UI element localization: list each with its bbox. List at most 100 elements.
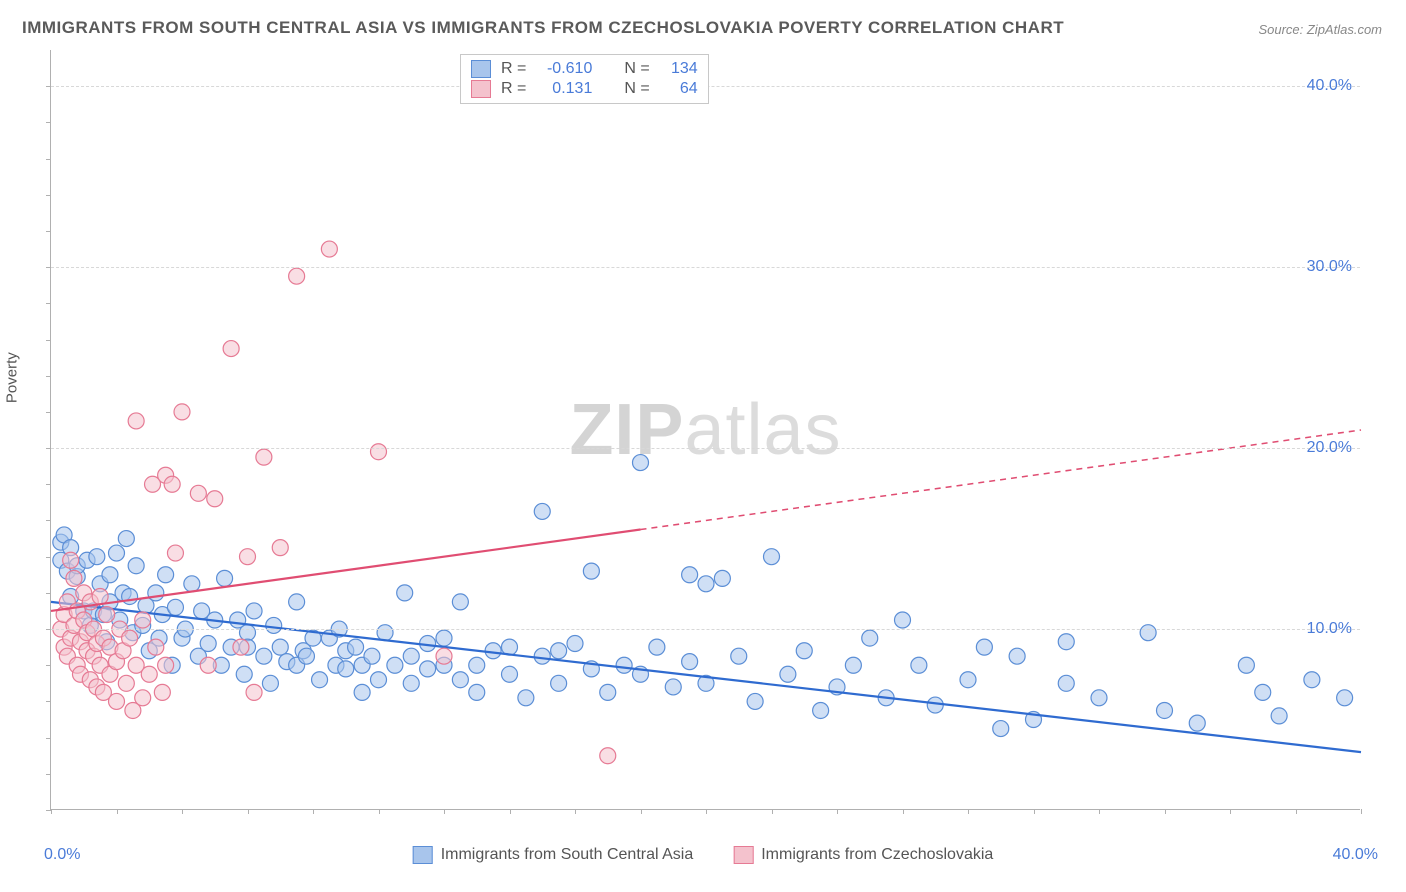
n-label: N = <box>624 60 649 78</box>
data-point <box>154 684 170 700</box>
data-point <box>665 679 681 695</box>
y-tick <box>46 159 51 160</box>
legend-item-0: Immigrants from South Central Asia <box>413 846 694 864</box>
source-label: Source: ZipAtlas.com <box>1258 22 1382 37</box>
data-point <box>377 625 393 641</box>
data-point <box>158 567 174 583</box>
legend-label-0: Immigrants from South Central Asia <box>441 846 694 864</box>
data-point <box>122 630 138 646</box>
data-point <box>1255 684 1271 700</box>
gridline <box>51 448 1360 449</box>
data-point <box>485 643 501 659</box>
data-point <box>649 639 665 655</box>
data-point <box>502 666 518 682</box>
data-point <box>99 607 115 623</box>
data-point <box>469 657 485 673</box>
data-point <box>354 684 370 700</box>
x-tick <box>248 809 249 814</box>
data-point <box>240 625 256 641</box>
data-point <box>141 666 157 682</box>
data-point <box>364 648 380 664</box>
y-tick <box>46 340 51 341</box>
x-tick <box>1165 809 1166 814</box>
data-point <box>122 588 138 604</box>
y-tick <box>46 484 51 485</box>
data-point <box>256 648 272 664</box>
data-point <box>813 702 829 718</box>
data-point <box>164 476 180 492</box>
data-point <box>1189 715 1205 731</box>
data-point <box>747 693 763 709</box>
data-point <box>135 612 151 628</box>
x-tick <box>444 809 445 814</box>
x-tick <box>510 809 511 814</box>
data-point <box>321 241 337 257</box>
data-point <box>371 672 387 688</box>
y-tick <box>46 376 51 377</box>
data-point <box>698 576 714 592</box>
y-tick <box>46 665 51 666</box>
data-point <box>1140 625 1156 641</box>
data-point <box>1058 675 1074 691</box>
data-point <box>518 690 534 706</box>
x-tick <box>313 809 314 814</box>
data-point <box>371 444 387 460</box>
data-point <box>551 643 567 659</box>
data-point <box>452 672 468 688</box>
data-point <box>1157 702 1173 718</box>
data-point <box>174 404 190 420</box>
plot-area: ZIPatlas 10.0%20.0%30.0%40.0% <box>50 50 1360 810</box>
data-point <box>348 639 364 655</box>
data-point <box>682 654 698 670</box>
data-point <box>158 657 174 673</box>
x-tick <box>903 809 904 814</box>
data-point <box>66 570 82 586</box>
data-point <box>976 639 992 655</box>
y-tick <box>46 267 51 268</box>
data-point <box>583 563 599 579</box>
data-point <box>796 643 812 659</box>
data-point <box>223 341 239 357</box>
data-point <box>272 639 288 655</box>
x-tick <box>1099 809 1100 814</box>
y-tick <box>46 557 51 558</box>
y-tick <box>46 195 51 196</box>
y-tick-label: 30.0% <box>1307 258 1364 276</box>
data-point <box>89 549 105 565</box>
data-point <box>960 672 976 688</box>
gridline <box>51 267 1360 268</box>
data-point <box>1009 648 1025 664</box>
data-point <box>200 657 216 673</box>
n-label: N = <box>624 80 649 98</box>
data-point <box>135 690 151 706</box>
legend-stats-row-0: R = -0.610 N = 134 <box>471 59 698 79</box>
data-point <box>148 639 164 655</box>
data-point <box>927 697 943 713</box>
chart-title: IMMIGRANTS FROM SOUTH CENTRAL ASIA VS IM… <box>22 18 1064 38</box>
data-point <box>1337 690 1353 706</box>
data-point <box>1091 690 1107 706</box>
data-point <box>993 721 1009 737</box>
y-tick <box>46 448 51 449</box>
data-point <box>246 603 262 619</box>
data-point <box>780 666 796 682</box>
data-point <box>298 648 314 664</box>
data-point <box>246 684 262 700</box>
y-tick <box>46 701 51 702</box>
y-tick <box>46 810 51 811</box>
data-point <box>256 449 272 465</box>
x-tick-max: 40.0% <box>1333 846 1378 864</box>
data-point <box>118 531 134 547</box>
data-point <box>63 552 79 568</box>
data-point <box>128 413 144 429</box>
data-point <box>109 545 125 561</box>
x-tick <box>641 809 642 814</box>
y-tick <box>46 774 51 775</box>
chart-svg <box>51 50 1360 809</box>
x-tick <box>837 809 838 814</box>
data-point <box>452 594 468 610</box>
data-point <box>403 675 419 691</box>
data-point <box>289 268 305 284</box>
data-point <box>600 748 616 764</box>
data-point <box>312 672 328 688</box>
